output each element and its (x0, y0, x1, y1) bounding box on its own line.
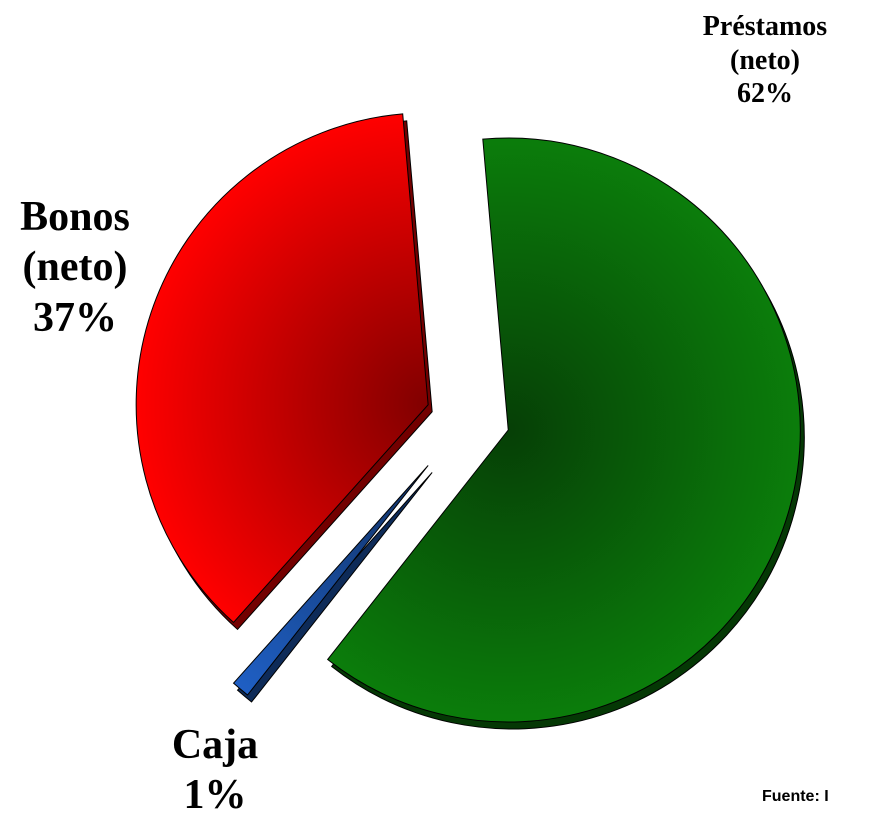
category-label: Bonos (neto) (20, 194, 130, 291)
slice-label: Bonos (neto) 37% (0, 192, 150, 343)
slice (326, 137, 801, 723)
slice (232, 465, 429, 696)
value-label: 37% (33, 294, 117, 341)
value-label: 62% (737, 78, 793, 110)
value-label: 1% (183, 772, 247, 819)
slice-label: Caja 1% (140, 720, 290, 821)
slice-label: Préstamos (neto) 62% (680, 10, 850, 111)
source-note: Fuente: I (762, 788, 829, 805)
category-label: Caja (171, 722, 259, 768)
category-label: Préstamos (neto) (702, 11, 828, 76)
slice (135, 113, 429, 624)
